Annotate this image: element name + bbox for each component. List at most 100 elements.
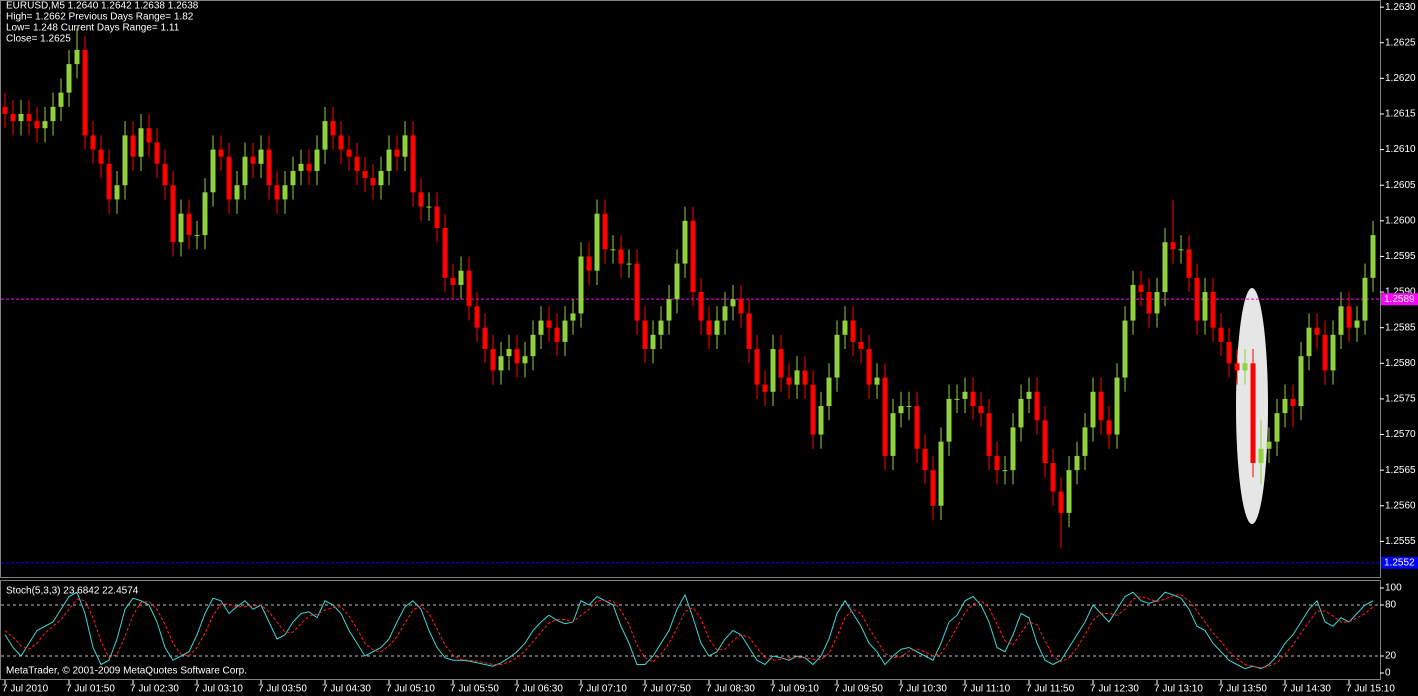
candle-body — [970, 391, 976, 407]
candle-body — [282, 185, 288, 200]
x-tick-label: 7 Jul 13:50 — [1218, 684, 1267, 695]
candle-body — [562, 320, 568, 342]
x-tick-label: 7 Jul 13:10 — [1154, 684, 1203, 695]
candle-body — [626, 263, 632, 265]
candle-body — [90, 135, 96, 150]
candle-body — [370, 178, 376, 186]
y-tick-label: 1.2610 — [1385, 144, 1416, 155]
candle-body — [474, 306, 480, 328]
candle-body — [1354, 320, 1360, 328]
candle-body — [546, 320, 552, 328]
candle-body — [706, 320, 712, 335]
x-tick-label: 7 Jul 09:50 — [834, 684, 883, 695]
candle-body — [730, 299, 736, 307]
candle-body — [482, 327, 488, 350]
candle-body — [418, 192, 424, 207]
candle-body — [754, 349, 760, 385]
candle-body — [986, 413, 992, 456]
price-tag-label: 1.2552 — [1384, 557, 1415, 568]
candle-body — [1370, 235, 1376, 278]
candle-body — [506, 349, 512, 357]
candle-body — [122, 135, 128, 186]
candle-body — [1050, 463, 1056, 492]
candle-body — [410, 135, 416, 193]
candle-body — [594, 213, 600, 271]
candle-body — [1290, 398, 1296, 407]
candle-body — [786, 377, 792, 385]
candle-body — [698, 292, 704, 321]
candle-body — [938, 441, 944, 506]
x-tick-label: 7 Jul 12:30 — [1090, 684, 1139, 695]
candle-body — [458, 270, 464, 285]
candle-body — [642, 320, 648, 350]
candle-body — [578, 256, 584, 314]
candle-body — [1234, 363, 1240, 371]
candle-body — [1282, 398, 1288, 414]
candle-body — [858, 341, 864, 350]
candle-body — [834, 334, 840, 378]
candle-body — [66, 64, 72, 93]
y-tick-label: 1.2585 — [1385, 322, 1416, 333]
x-tick-label: 7 Jul 11:50 — [1026, 684, 1075, 695]
candle-body — [1338, 306, 1344, 335]
candle-body — [1066, 470, 1072, 513]
candle-body — [130, 135, 136, 157]
candle-body — [290, 170, 296, 186]
candle-body — [962, 391, 968, 399]
candle-body — [658, 320, 664, 335]
candle-body — [1250, 363, 1256, 464]
candle-body — [954, 398, 960, 400]
candle-body — [1114, 377, 1120, 435]
candle-body — [778, 349, 784, 378]
candle-body — [378, 170, 384, 186]
candle-body — [450, 277, 456, 285]
candle-body — [1242, 363, 1248, 371]
candle-body — [146, 128, 152, 143]
candle-body — [1058, 491, 1064, 513]
candle-body — [234, 185, 240, 200]
candle-body — [74, 49, 80, 65]
candle-body — [1082, 427, 1088, 456]
candle-body — [514, 349, 520, 364]
candle-body — [586, 256, 592, 271]
y-tick-label: 1.2580 — [1385, 358, 1416, 369]
x-tick-label: 7 Jul 01:50 — [66, 684, 115, 695]
candle-body — [298, 163, 304, 171]
candle-body — [1322, 334, 1328, 371]
price-tag — [1381, 293, 1418, 306]
candle-body — [1178, 249, 1184, 251]
x-tick-label: 7 Jul 10:30 — [898, 684, 947, 695]
candle-body — [1194, 277, 1200, 321]
candle-body — [346, 149, 352, 157]
x-tick-label: 7 Jul 04:30 — [322, 684, 371, 695]
y-tick-label: 1.2630 — [1385, 2, 1416, 13]
candle-body — [914, 406, 920, 449]
candle-body — [1130, 284, 1136, 321]
candle-body — [922, 448, 928, 471]
candle-body — [1106, 420, 1112, 435]
candle-body — [1138, 284, 1144, 293]
candle-body — [1274, 413, 1280, 442]
candle-body — [498, 356, 504, 371]
candle-body — [714, 320, 720, 335]
info-line: EURUSD,M5 1.2640 1.2642 1.2638 1.2638 — [6, 1, 199, 12]
candle-body — [1346, 306, 1352, 328]
candle-body — [58, 92, 64, 107]
stoch-line — [4, 594, 1374, 669]
y-tick-label: 1.2590 — [1385, 287, 1416, 298]
info-line: Low= 1.248 Current Days Range= 1.11 — [6, 23, 180, 34]
y-tick-label: 1.2565 — [1385, 465, 1416, 476]
candle-body — [610, 249, 616, 251]
candle-body — [26, 113, 32, 122]
y-tick-label: 1.2560 — [1385, 500, 1416, 511]
y-tick-label: 1.2595 — [1385, 251, 1416, 262]
candle-body — [538, 320, 544, 335]
candle-body — [1018, 398, 1024, 428]
candle-body — [890, 413, 896, 456]
candle-body — [402, 135, 408, 157]
candle-body — [314, 149, 320, 171]
candle-body — [442, 227, 448, 278]
candle-body — [306, 163, 312, 171]
candle-body — [794, 370, 800, 385]
candle-body — [18, 113, 24, 122]
